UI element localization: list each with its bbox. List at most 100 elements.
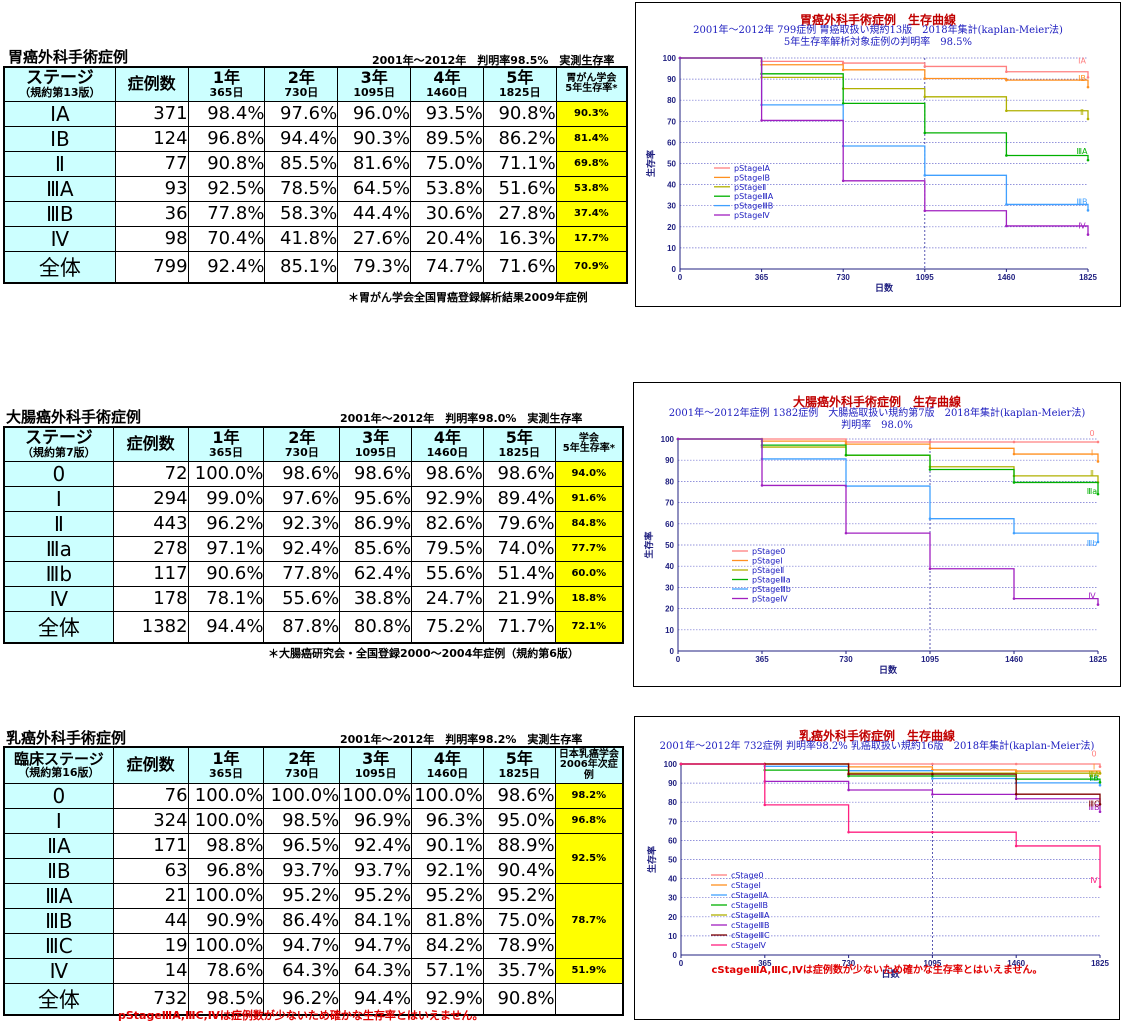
x-tick-label: 1095 [916,273,934,282]
rate-cell: 24.7% [411,585,484,612]
year-header-label: 5年 [505,428,533,448]
count-header: 症例数 [114,66,189,102]
rate-cell: 77.8% [187,200,266,227]
series-point [1086,85,1090,89]
rate-cell: 90.6% [187,560,265,587]
legend-label: pStageⅡ [734,183,766,192]
rate-cell: 94.4% [339,982,413,1015]
rate-cell: 44.4% [337,200,412,227]
count-cell: 294 [112,485,189,512]
y-tick-label: 20 [667,223,676,232]
series-point [676,437,680,441]
series-line [678,438,1099,483]
legend-label: pStageⅠ [752,557,783,566]
series-point [1012,452,1016,456]
series-point [1005,203,1008,206]
y-tick-label: 70 [667,117,676,126]
series-point [923,209,927,213]
y-tick-label: 10 [668,932,677,941]
rate-cell: 64.5% [337,175,412,202]
series-point [1098,885,1102,889]
y-tick-label: 40 [665,562,674,571]
breast-chart-subtitle-1: 2001年～2012年 732症例 判明率98.2% 乳癌取扱い規約16版 20… [659,741,1095,752]
series-point [1096,440,1100,444]
rate-cell: 95.2% [339,882,413,909]
rate-cell: 71.7% [482,610,556,643]
rate-cell: 89.4% [482,485,556,512]
y-tick-label: 80 [665,477,674,486]
series-line [681,763,1101,887]
rate-cell: 35.7% [482,957,556,984]
count-cell: 93 [114,175,189,202]
year-header: 5年 1825日 [482,746,556,784]
series-end-label: ⅠA [1078,56,1086,65]
series-end-label: Ⅳ [1088,592,1096,601]
rate-cell: 96.5% [263,832,341,859]
year-header-days: 1095日 [353,85,395,99]
series-point [760,119,763,122]
y-axis-title: 生存率 [646,846,658,873]
x-tick-label: 1460 [1005,655,1023,664]
series-point [923,77,927,80]
year-header-days: 1460日 [426,85,468,99]
count-cell: 77 [114,150,189,177]
count-cell: 799 [114,250,189,283]
rate-cell: 57.1% [411,957,484,984]
society-rate-cell: 60.0% [554,560,624,587]
series-point [1086,158,1090,162]
count-cell: 63 [112,857,189,884]
society-rate-cell: 94.0% [554,460,624,487]
rate-cell: 95.6% [339,485,413,512]
y-tick-label: 60 [665,520,674,529]
rate-cell: 100.0% [187,807,265,834]
count-cell: 98 [114,225,189,252]
rate-cell: 96.2% [187,510,265,537]
rate-cell: 85.5% [264,150,339,177]
rate-cell: 98.6% [411,460,484,487]
stomach-chart-subtitle-2: 5年生存率解析対象症例の判明率 98.5% [783,37,973,48]
breast-section-title: 乳癌外科手術症例 [6,729,127,747]
rate-cell: 93.5% [410,100,484,127]
society-header-name: 学会 [578,432,599,444]
table-row: ⅠA 371 98.4% 97.6% 96.0% 93.5% 90.8% 90.3% [3,100,628,127]
rate-cell: 71.1% [482,150,557,177]
year-header-days: 1460日 [426,445,469,459]
rate-cell: 90.8% [187,150,266,177]
y-tick-label: 10 [667,244,676,253]
rate-cell: 70.4% [187,225,266,252]
rate-cell: 95.2% [411,882,484,909]
x-tick-label: 1825 [1079,273,1097,282]
rate-cell: 93.7% [263,857,341,884]
rate-cell: 100.0% [187,782,265,809]
stage-cell: 全体 [3,250,116,283]
series-end-label: Ⅲb [1087,539,1098,548]
year-header-label: 4年 [433,749,462,769]
stage-header-label: ステージ [26,67,94,88]
header-row: ステージ （規約第7版） 症例数 1年 365日 2年 730日 3年 1095日 4年 1460日… [3,426,624,462]
y-tick-label: 0 [672,265,677,274]
series-point [928,468,932,471]
x-tick-label: 1460 [1007,959,1025,968]
rate-cell: 92.3% [263,510,341,537]
rate-cell: 64.3% [263,957,341,984]
society-header-sub: 5年生存率* [562,443,615,455]
rate-cell: 98.5% [187,982,265,1015]
year-header-days: 730日 [284,85,319,99]
count-cell: 278 [112,535,189,562]
rate-cell: 79.6% [482,510,556,537]
series-point [1096,492,1100,496]
year-header: 5年 1825日 [482,66,557,102]
rate-cell: 100.0% [187,932,265,959]
count-cell: 1382 [112,610,189,643]
series-end-label: Ⅳ [1078,222,1086,231]
series-point [1014,762,1018,766]
rate-cell: 100.0% [411,782,484,809]
count-cell: 72 [112,460,189,487]
survival-chart-svg: 0 10 20 30 40 50 60 70 80 90 100 0 365 730 1095 1460 182… [643,429,1107,676]
series-point [931,793,934,796]
rate-cell: 97.1% [187,535,265,562]
count-header-label: 症例数 [126,754,175,774]
series-point [923,174,927,177]
series-point [1098,771,1102,775]
y-tick-label: 60 [667,138,676,147]
